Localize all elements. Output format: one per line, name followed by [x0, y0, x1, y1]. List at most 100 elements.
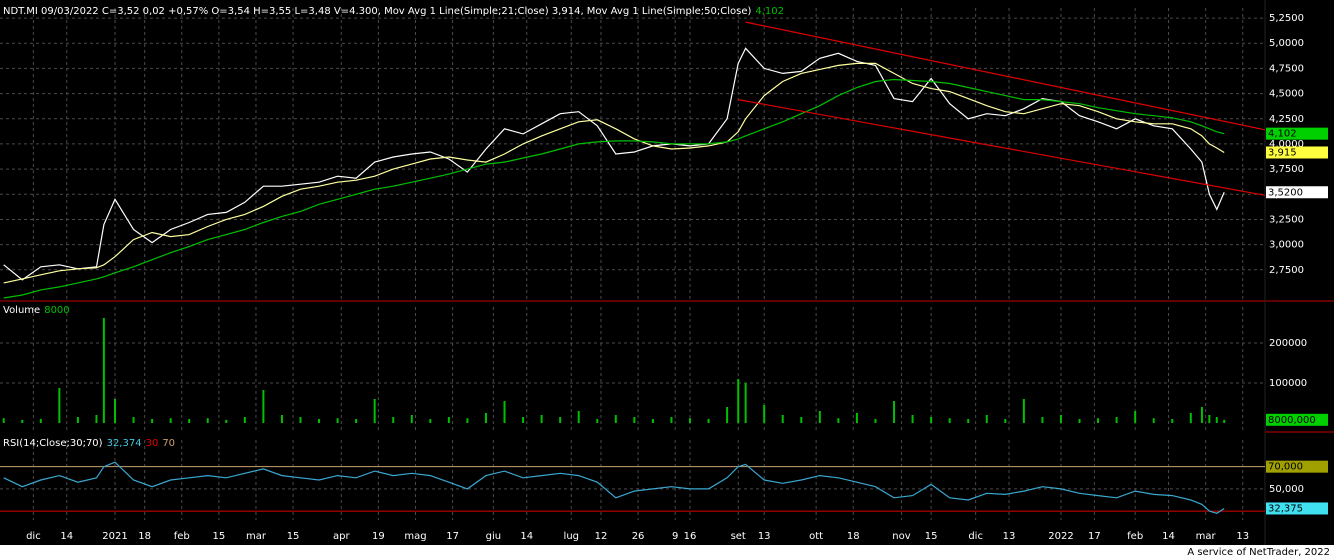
- y-tick-label: 4,7500: [1269, 63, 1304, 74]
- line-series: [3, 461, 1225, 514]
- y-tick-label: 4,5000: [1269, 89, 1304, 100]
- line-series: [745, 21, 1266, 131]
- volume-bar: [670, 417, 673, 423]
- volume-bar: [1223, 419, 1226, 423]
- line-series: [3, 47, 1225, 281]
- volume-bar: [874, 419, 877, 423]
- panel-title: NDT.MI 09/03/2022 C=3,52 0,02 +0,57% O=3…: [3, 6, 751, 17]
- volume-bar: [21, 419, 24, 423]
- level-label: 30: [146, 438, 159, 449]
- volume-bar: [707, 419, 710, 423]
- volume-bar: [522, 417, 525, 423]
- x-tick-label: ott: [809, 531, 823, 542]
- value-box: [1266, 413, 1328, 426]
- panel-title-value: 8000: [44, 305, 69, 316]
- y-tick-label: 3,2500: [1269, 214, 1304, 225]
- volume-bar: [818, 411, 821, 423]
- line-series: [3, 78, 1225, 299]
- volume-bar: [1041, 417, 1044, 423]
- volume-bar: [689, 418, 691, 423]
- volume-bar: [800, 417, 803, 423]
- x-tick-label: 15: [287, 531, 300, 542]
- volume-bar: [559, 417, 562, 423]
- x-tick-label: giu: [486, 531, 501, 542]
- volume-bar: [1134, 411, 1137, 423]
- value-box: [1266, 186, 1328, 199]
- x-tick-label: 12: [595, 531, 608, 542]
- x-tick-label: 17: [446, 531, 459, 542]
- volume-bar: [614, 415, 617, 423]
- footer: A service of NetTrader, 2022: [1187, 547, 1330, 558]
- x-tick-label: apr: [333, 531, 350, 542]
- volume-bar: [1171, 419, 1174, 423]
- volume-bar: [911, 415, 914, 423]
- volume-bar: [188, 419, 191, 423]
- volume-bar: [225, 419, 228, 423]
- x-tick-label: 13: [1236, 531, 1249, 542]
- volume-bar: [985, 415, 988, 423]
- value-box-label: 3,915: [1268, 147, 1297, 158]
- footer-strip: [0, 545, 1334, 559]
- volume-bar: [336, 418, 339, 423]
- x-tick-label: nov: [892, 531, 910, 542]
- volume-bar: [410, 415, 413, 423]
- panel-title: Volume: [3, 305, 40, 316]
- volume-bar: [837, 418, 840, 423]
- panel-title-value: 4,102: [755, 6, 784, 17]
- volume-bar: [1189, 413, 1192, 423]
- volume-bar: [540, 415, 543, 423]
- volume-bar: [132, 417, 135, 423]
- x-tick-label: 14: [60, 531, 73, 542]
- volume-bar: [763, 405, 766, 423]
- volume-bar: [484, 413, 487, 423]
- volume-bar: [633, 417, 636, 423]
- volume-bar: [1152, 418, 1155, 423]
- value-box: [1266, 127, 1328, 140]
- volume-bar: [318, 419, 321, 423]
- value-box: [1266, 146, 1328, 159]
- volume-bar: [206, 418, 209, 423]
- x-tick-label: 13: [1003, 531, 1016, 542]
- x-tick-label: set: [731, 531, 746, 542]
- line-series: [3, 62, 1225, 284]
- volume-bar: [392, 417, 395, 423]
- volume-bar: [447, 417, 450, 423]
- volume-bar: [299, 417, 302, 423]
- volume-bar: [503, 401, 506, 423]
- y-tick-label: 50,000: [1269, 484, 1304, 495]
- y-tick-label: 3,7500: [1269, 164, 1304, 175]
- volume-bar: [355, 419, 358, 423]
- x-tick-label: mag: [404, 531, 426, 542]
- x-tick-label: 15: [213, 531, 226, 542]
- volume-bar: [1059, 415, 1062, 423]
- volume-bar: [1022, 399, 1025, 423]
- volume-bar: [169, 418, 172, 423]
- x-tick-label: feb: [1127, 531, 1143, 542]
- volume-bar: [651, 419, 654, 423]
- volume-bar: [737, 379, 740, 423]
- panel-title: RSI(14;Close;30;70): [3, 438, 103, 449]
- panel-header: Volume 8000: [3, 305, 70, 316]
- x-tick-label: 14: [520, 531, 533, 542]
- value-box-label: 4,102: [1268, 129, 1297, 140]
- volume-bar: [151, 419, 154, 423]
- x-tick-label: 9: [672, 531, 678, 542]
- x-tick-label: 13: [758, 531, 771, 542]
- x-tick-label: lug: [564, 531, 579, 542]
- x-tick-label: dic: [26, 531, 41, 542]
- volume-bar: [39, 419, 42, 423]
- volume-bar: [2, 418, 5, 423]
- volume-bar: [948, 418, 951, 423]
- x-tick-label: 2022: [1048, 531, 1073, 542]
- volume-bar: [429, 419, 432, 423]
- volume-bar: [373, 399, 376, 423]
- volume-bar: [1215, 417, 1218, 423]
- y-tick-label: 5,0000: [1269, 38, 1304, 49]
- x-tick-label: 15: [925, 531, 938, 542]
- volume-bar: [114, 399, 116, 423]
- volume-bar: [1200, 407, 1203, 423]
- x-tick-label: mar: [246, 531, 267, 542]
- volume-bar: [280, 415, 283, 423]
- volume-bar: [58, 388, 61, 423]
